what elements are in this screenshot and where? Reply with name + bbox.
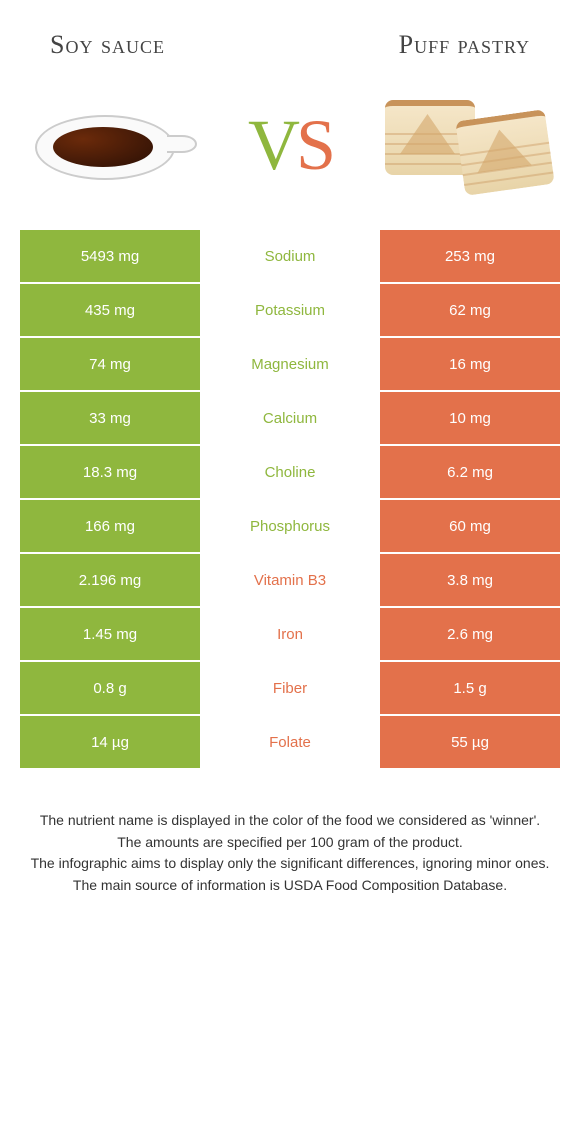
right-value: 1.5 g [380, 662, 560, 714]
nutrient-label: Vitamin B3 [200, 554, 380, 606]
right-value: 62 mg [380, 284, 560, 336]
hero-row: VS [0, 80, 580, 230]
nutrient-label: Sodium [200, 230, 380, 282]
right-value: 60 mg [380, 500, 560, 552]
right-value: 55 µg [380, 716, 560, 768]
table-row: 2.196 mgVitamin B33.8 mg [20, 554, 560, 606]
right-value: 253 mg [380, 230, 560, 282]
vs-v: V [248, 105, 296, 185]
right-food-title: Puff pastry [399, 30, 530, 60]
right-value: 3.8 mg [380, 554, 560, 606]
right-value: 10 mg [380, 392, 560, 444]
nutrient-label: Calcium [200, 392, 380, 444]
right-value: 2.6 mg [380, 608, 560, 660]
right-value: 16 mg [380, 338, 560, 390]
nutrient-label: Potassium [200, 284, 380, 336]
soy-sauce-image [20, 90, 200, 200]
footer-line: The infographic aims to display only the… [30, 853, 550, 875]
nutrient-label: Folate [200, 716, 380, 768]
left-value: 18.3 mg [20, 446, 200, 498]
nutrient-label: Magnesium [200, 338, 380, 390]
table-row: 18.3 mgCholine6.2 mg [20, 446, 560, 498]
left-value: 435 mg [20, 284, 200, 336]
nutrient-table: 5493 mgSodium253 mg435 mgPotassium62 mg7… [20, 230, 560, 768]
footer-notes: The nutrient name is displayed in the co… [0, 770, 580, 917]
table-row: 0.8 gFiber1.5 g [20, 662, 560, 714]
puff-pastry-image [380, 90, 560, 200]
table-row: 435 mgPotassium62 mg [20, 284, 560, 336]
right-value: 6.2 mg [380, 446, 560, 498]
table-row: 1.45 mgIron2.6 mg [20, 608, 560, 660]
left-value: 5493 mg [20, 230, 200, 282]
left-value: 74 mg [20, 338, 200, 390]
left-value: 1.45 mg [20, 608, 200, 660]
nutrient-label: Phosphorus [200, 500, 380, 552]
left-value: 33 mg [20, 392, 200, 444]
table-row: 74 mgMagnesium16 mg [20, 338, 560, 390]
vs-s: S [296, 105, 332, 185]
table-row: 33 mgCalcium10 mg [20, 392, 560, 444]
left-food-title: Soy sauce [50, 30, 165, 60]
table-row: 5493 mgSodium253 mg [20, 230, 560, 282]
nutrient-label: Iron [200, 608, 380, 660]
nutrient-label: Fiber [200, 662, 380, 714]
left-value: 0.8 g [20, 662, 200, 714]
left-value: 2.196 mg [20, 554, 200, 606]
left-value: 166 mg [20, 500, 200, 552]
vs-label: VS [248, 104, 332, 187]
nutrient-label: Choline [200, 446, 380, 498]
footer-line: The main source of information is USDA F… [30, 875, 550, 897]
footer-line: The nutrient name is displayed in the co… [30, 810, 550, 832]
left-value: 14 µg [20, 716, 200, 768]
footer-line: The amounts are specified per 100 gram o… [30, 832, 550, 854]
table-row: 166 mgPhosphorus60 mg [20, 500, 560, 552]
header: Soy sauce Puff pastry [0, 0, 580, 80]
table-row: 14 µgFolate55 µg [20, 716, 560, 768]
